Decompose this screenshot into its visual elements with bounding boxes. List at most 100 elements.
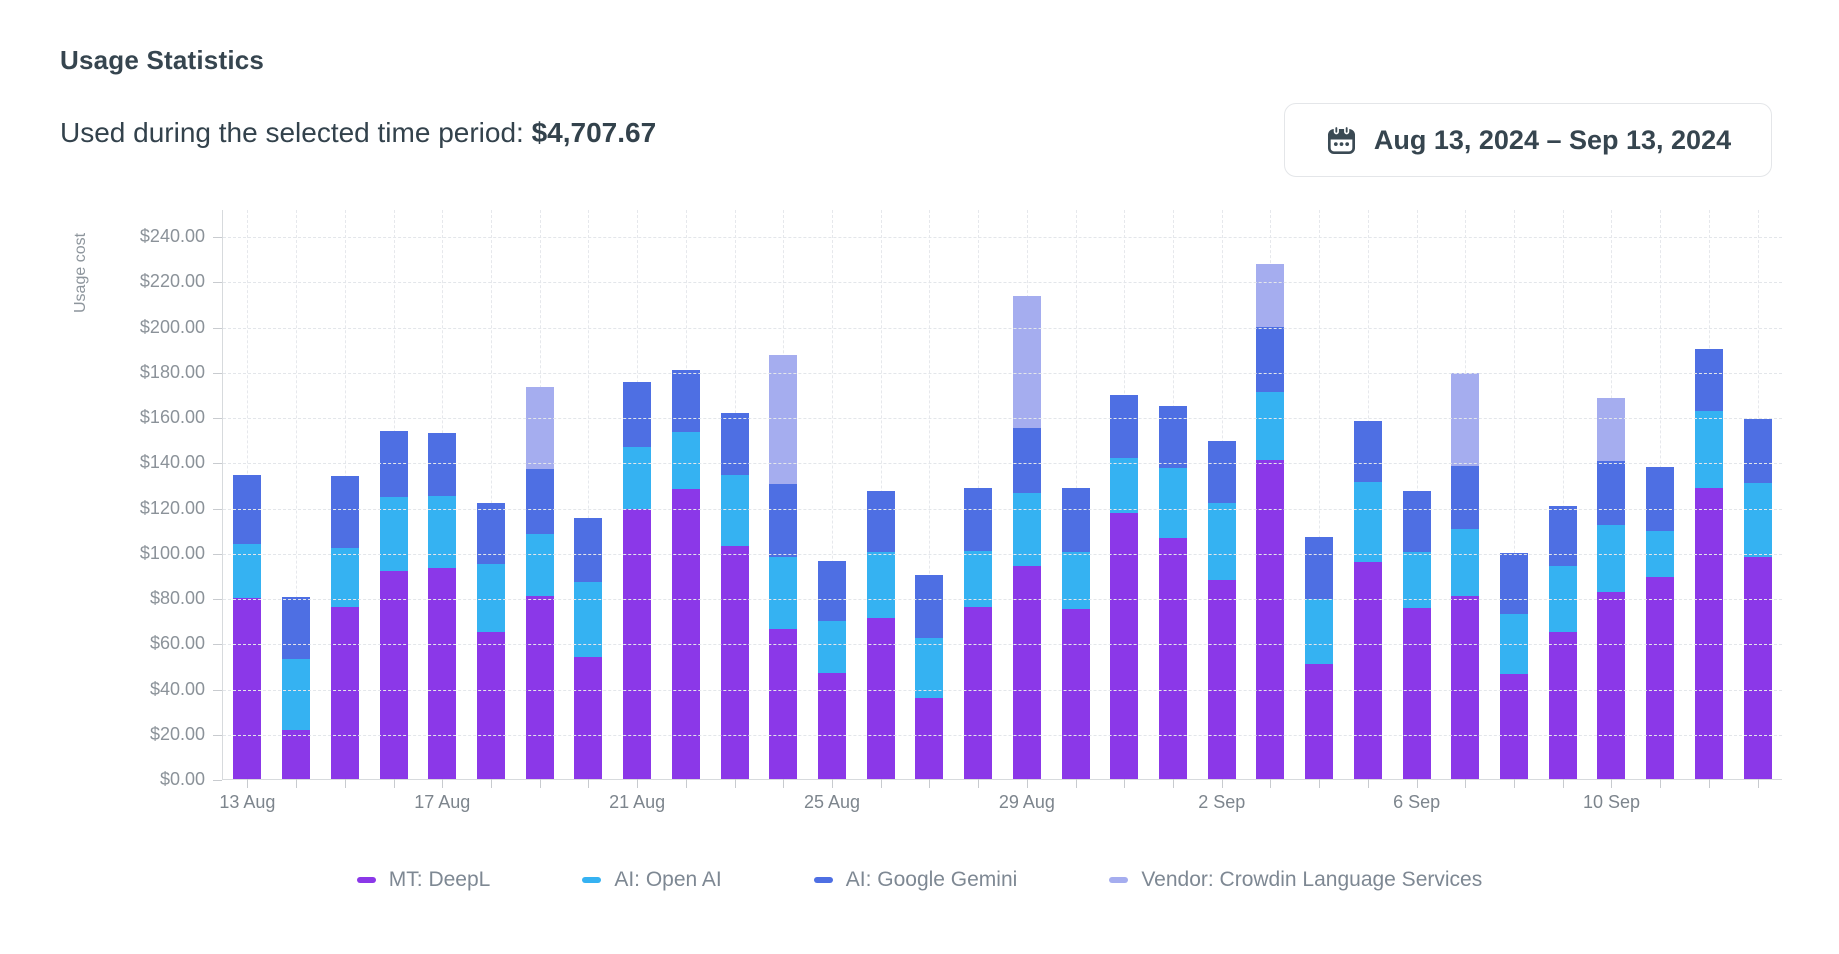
- bar-segment[interactable]: [1353, 481, 1382, 562]
- bar-segment[interactable]: [476, 503, 505, 565]
- bar-segment[interactable]: [769, 628, 798, 779]
- bar-segment[interactable]: [1256, 326, 1285, 393]
- bar-segment[interactable]: [1061, 488, 1090, 552]
- bar-segment[interactable]: [623, 508, 652, 779]
- bar-segment[interactable]: [282, 659, 311, 731]
- bar-segment[interactable]: [1694, 411, 1723, 489]
- bar-segment[interactable]: [1451, 373, 1480, 466]
- legend-item-mt-deepl[interactable]: MT: DeepL: [356, 868, 490, 892]
- stacked-bar-12-sep[interactable]: [1694, 349, 1723, 779]
- stacked-bar-17-aug[interactable]: [428, 432, 457, 779]
- bar-segment[interactable]: [1061, 551, 1090, 610]
- bar-segment[interactable]: [525, 533, 554, 596]
- bar-segment[interactable]: [720, 412, 749, 475]
- bar-segment[interactable]: [525, 595, 554, 779]
- bar-segment[interactable]: [233, 543, 262, 599]
- bar-segment[interactable]: [330, 548, 359, 608]
- stacked-bar-2-sep[interactable]: [1207, 440, 1236, 779]
- bar-segment[interactable]: [866, 618, 895, 779]
- bar-segment[interactable]: [964, 550, 993, 608]
- stacked-bar-13-sep[interactable]: [1743, 419, 1772, 779]
- bar-segment[interactable]: [1451, 465, 1480, 530]
- bar-segment[interactable]: [817, 620, 846, 673]
- bar-segment[interactable]: [769, 557, 798, 629]
- bar-segment[interactable]: [866, 551, 895, 619]
- bar-segment[interactable]: [1402, 490, 1431, 552]
- stacked-bar-21-aug[interactable]: [623, 382, 652, 779]
- stacked-bar-29-aug[interactable]: [1012, 296, 1041, 779]
- bar-segment[interactable]: [769, 354, 798, 484]
- stacked-bar-31-aug[interactable]: [1110, 394, 1139, 779]
- stacked-bar-7-sep[interactable]: [1451, 373, 1480, 779]
- bar-segment[interactable]: [671, 369, 700, 432]
- bar-segment[interactable]: [1548, 631, 1577, 779]
- stacked-bar-25-aug[interactable]: [817, 560, 846, 779]
- bar-segment[interactable]: [1159, 405, 1188, 468]
- bar-segment[interactable]: [1159, 538, 1188, 779]
- bar-segment[interactable]: [1694, 488, 1723, 779]
- stacked-bar-15-aug[interactable]: [330, 475, 359, 779]
- bar-segment[interactable]: [915, 637, 944, 698]
- bar-segment[interactable]: [720, 474, 749, 547]
- bar-segment[interactable]: [1110, 394, 1139, 458]
- stacked-bar-4-sep[interactable]: [1305, 537, 1334, 779]
- bar-segment[interactable]: [1256, 264, 1285, 327]
- bar-segment[interactable]: [574, 582, 603, 657]
- bar-segment[interactable]: [379, 497, 408, 571]
- bar-segment[interactable]: [330, 475, 359, 549]
- bar-segment[interactable]: [379, 570, 408, 779]
- bar-segment[interactable]: [1646, 576, 1675, 779]
- bar-segment[interactable]: [817, 560, 846, 621]
- bar-segment[interactable]: [866, 490, 895, 552]
- bar-segment[interactable]: [623, 446, 652, 509]
- bar-segment[interactable]: [1743, 557, 1772, 779]
- bar-segment[interactable]: [1451, 529, 1480, 596]
- bar-segment[interactable]: [428, 432, 457, 497]
- stacked-bar-9-sep[interactable]: [1548, 506, 1577, 779]
- stacked-bar-22-aug[interactable]: [671, 369, 700, 779]
- bar-segment[interactable]: [1500, 673, 1529, 779]
- bar-segment[interactable]: [1353, 561, 1382, 779]
- bar-segment[interactable]: [1353, 420, 1382, 482]
- bar-segment[interactable]: [1305, 599, 1334, 664]
- bar-segment[interactable]: [1012, 492, 1041, 567]
- bar-segment[interactable]: [428, 567, 457, 779]
- bar-segment[interactable]: [623, 382, 652, 447]
- bar-segment[interactable]: [282, 730, 311, 779]
- bar-segment[interactable]: [769, 483, 798, 558]
- bar-segment[interactable]: [1500, 552, 1529, 614]
- stacked-bar-23-aug[interactable]: [720, 412, 749, 779]
- stacked-bar-10-sep[interactable]: [1597, 397, 1626, 779]
- bar-segment[interactable]: [1012, 566, 1041, 779]
- bar-segment[interactable]: [1597, 524, 1626, 593]
- bar-segment[interactable]: [671, 489, 700, 779]
- bar-segment[interactable]: [330, 607, 359, 779]
- legend-item-ai-google-gemini[interactable]: AI: Google Gemini: [813, 868, 1017, 892]
- bar-segment[interactable]: [915, 697, 944, 779]
- bar-segment[interactable]: [1694, 349, 1723, 412]
- stacked-bar-24-aug[interactable]: [769, 354, 798, 779]
- stacked-bar-8-sep[interactable]: [1500, 552, 1529, 779]
- stacked-bar-20-aug[interactable]: [574, 517, 603, 779]
- bar-segment[interactable]: [1743, 482, 1772, 558]
- bar-segment[interactable]: [1012, 296, 1041, 429]
- bar-segment[interactable]: [1451, 595, 1480, 779]
- stacked-bar-28-aug[interactable]: [964, 488, 993, 779]
- bar-segment[interactable]: [1305, 537, 1334, 600]
- bar-segment[interactable]: [1597, 461, 1626, 525]
- bar-segment[interactable]: [915, 575, 944, 638]
- stacked-bar-5-sep[interactable]: [1353, 420, 1382, 779]
- bar-segment[interactable]: [1597, 397, 1626, 462]
- bar-segment[interactable]: [282, 596, 311, 660]
- bar-segment[interactable]: [671, 431, 700, 490]
- bar-segment[interactable]: [476, 564, 505, 632]
- legend-item-ai-open-ai[interactable]: AI: Open AI: [582, 868, 722, 892]
- bar-segment[interactable]: [1207, 503, 1236, 580]
- bar-segment[interactable]: [964, 488, 993, 551]
- bar-segment[interactable]: [1548, 506, 1577, 567]
- bar-segment[interactable]: [233, 598, 262, 779]
- bar-segment[interactable]: [1110, 513, 1139, 779]
- bar-segment[interactable]: [1402, 551, 1431, 609]
- bar-segment[interactable]: [1597, 592, 1626, 779]
- bar-segment[interactable]: [1743, 419, 1772, 483]
